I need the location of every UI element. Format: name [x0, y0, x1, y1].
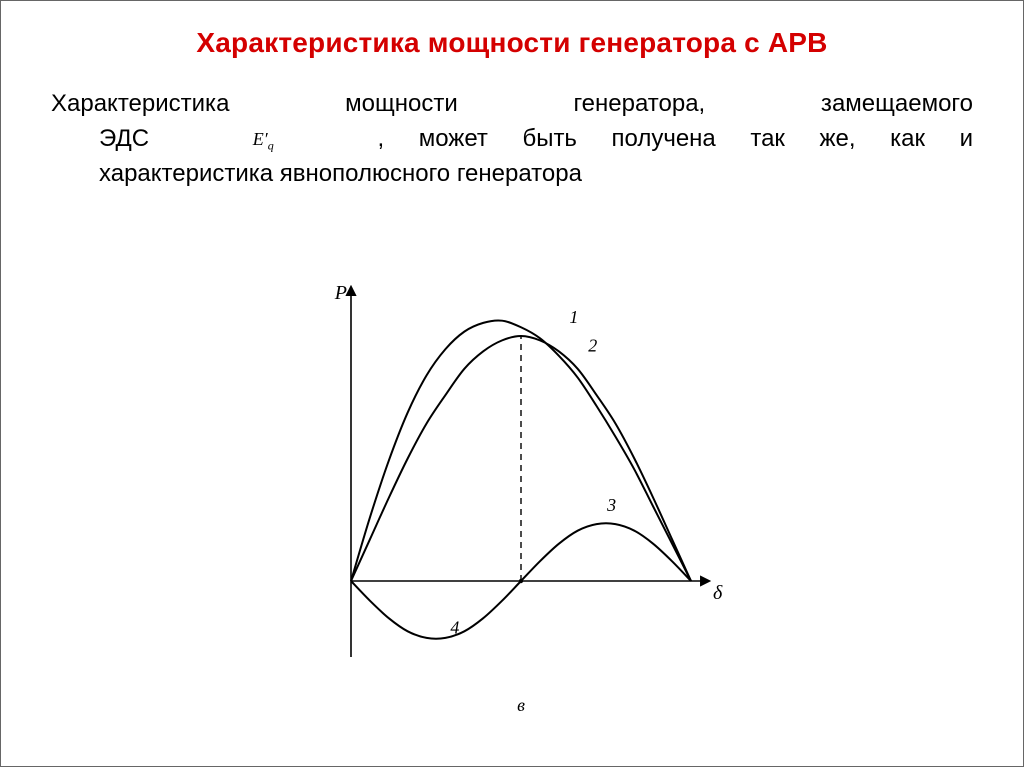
- chart-svg: Pδ 12 3 4 в: [291, 281, 731, 721]
- body-line-2b: , может быть получена так же, как и: [377, 125, 973, 152]
- slide-title: Характеристика мощности генератора с АРВ: [51, 27, 973, 59]
- svg-text:4: 4: [450, 618, 459, 638]
- body-line-3: характеристика явнополюсного генератора: [51, 157, 973, 192]
- slide-frame: Характеристика мощности генератора с АРВ…: [0, 0, 1024, 767]
- svg-text:δ: δ: [713, 582, 723, 604]
- svg-text:1: 1: [569, 307, 578, 327]
- svg-text:3: 3: [606, 495, 616, 515]
- power-angle-chart: Pδ 12 3 4 в: [291, 281, 731, 721]
- body-line-2: ЭДС E′q , может быть получена так же, ка…: [51, 122, 973, 157]
- svg-text:в: в: [517, 695, 525, 715]
- svg-text:P: P: [334, 282, 347, 304]
- eds-label: ЭДС: [99, 125, 149, 152]
- body-paragraph: Характеристика мощности генератора, заме…: [51, 87, 973, 191]
- emf-symbol: E′q: [253, 126, 274, 155]
- body-line-1: Характеристика мощности генератора, заме…: [51, 87, 973, 122]
- svg-text:2: 2: [588, 335, 597, 355]
